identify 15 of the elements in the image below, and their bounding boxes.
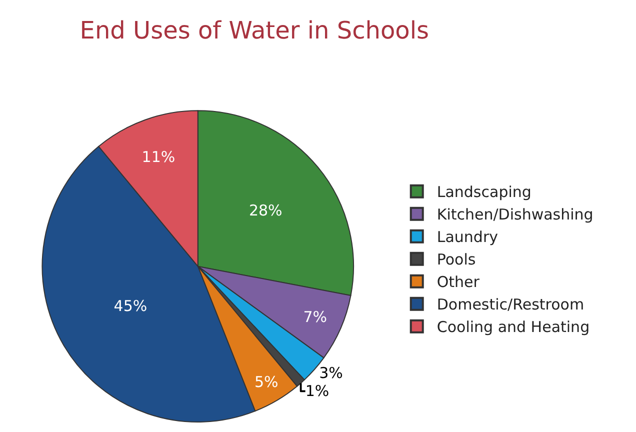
- legend-label: Kitchen/Dishwashing: [436, 206, 594, 224]
- data-label: 7%: [303, 308, 328, 326]
- legend-label: Landscaping: [436, 183, 532, 202]
- data-label: 3%: [319, 364, 343, 382]
- legend-label: Pools: [436, 250, 476, 269]
- data-label: 5%: [254, 373, 278, 392]
- legend-label: Laundry: [436, 228, 498, 246]
- data-label: 1%: [305, 382, 330, 400]
- data-label: 11%: [142, 148, 176, 166]
- chart-title: End Uses of Water in Schools: [80, 16, 430, 44]
- data-label: 45%: [114, 297, 148, 316]
- data-label: 28%: [248, 201, 282, 220]
- legend-label: Other: [436, 273, 480, 292]
- legend-label: Cooling and Heating: [436, 318, 590, 336]
- legend-label: Domestic/Restroom: [436, 296, 584, 314]
